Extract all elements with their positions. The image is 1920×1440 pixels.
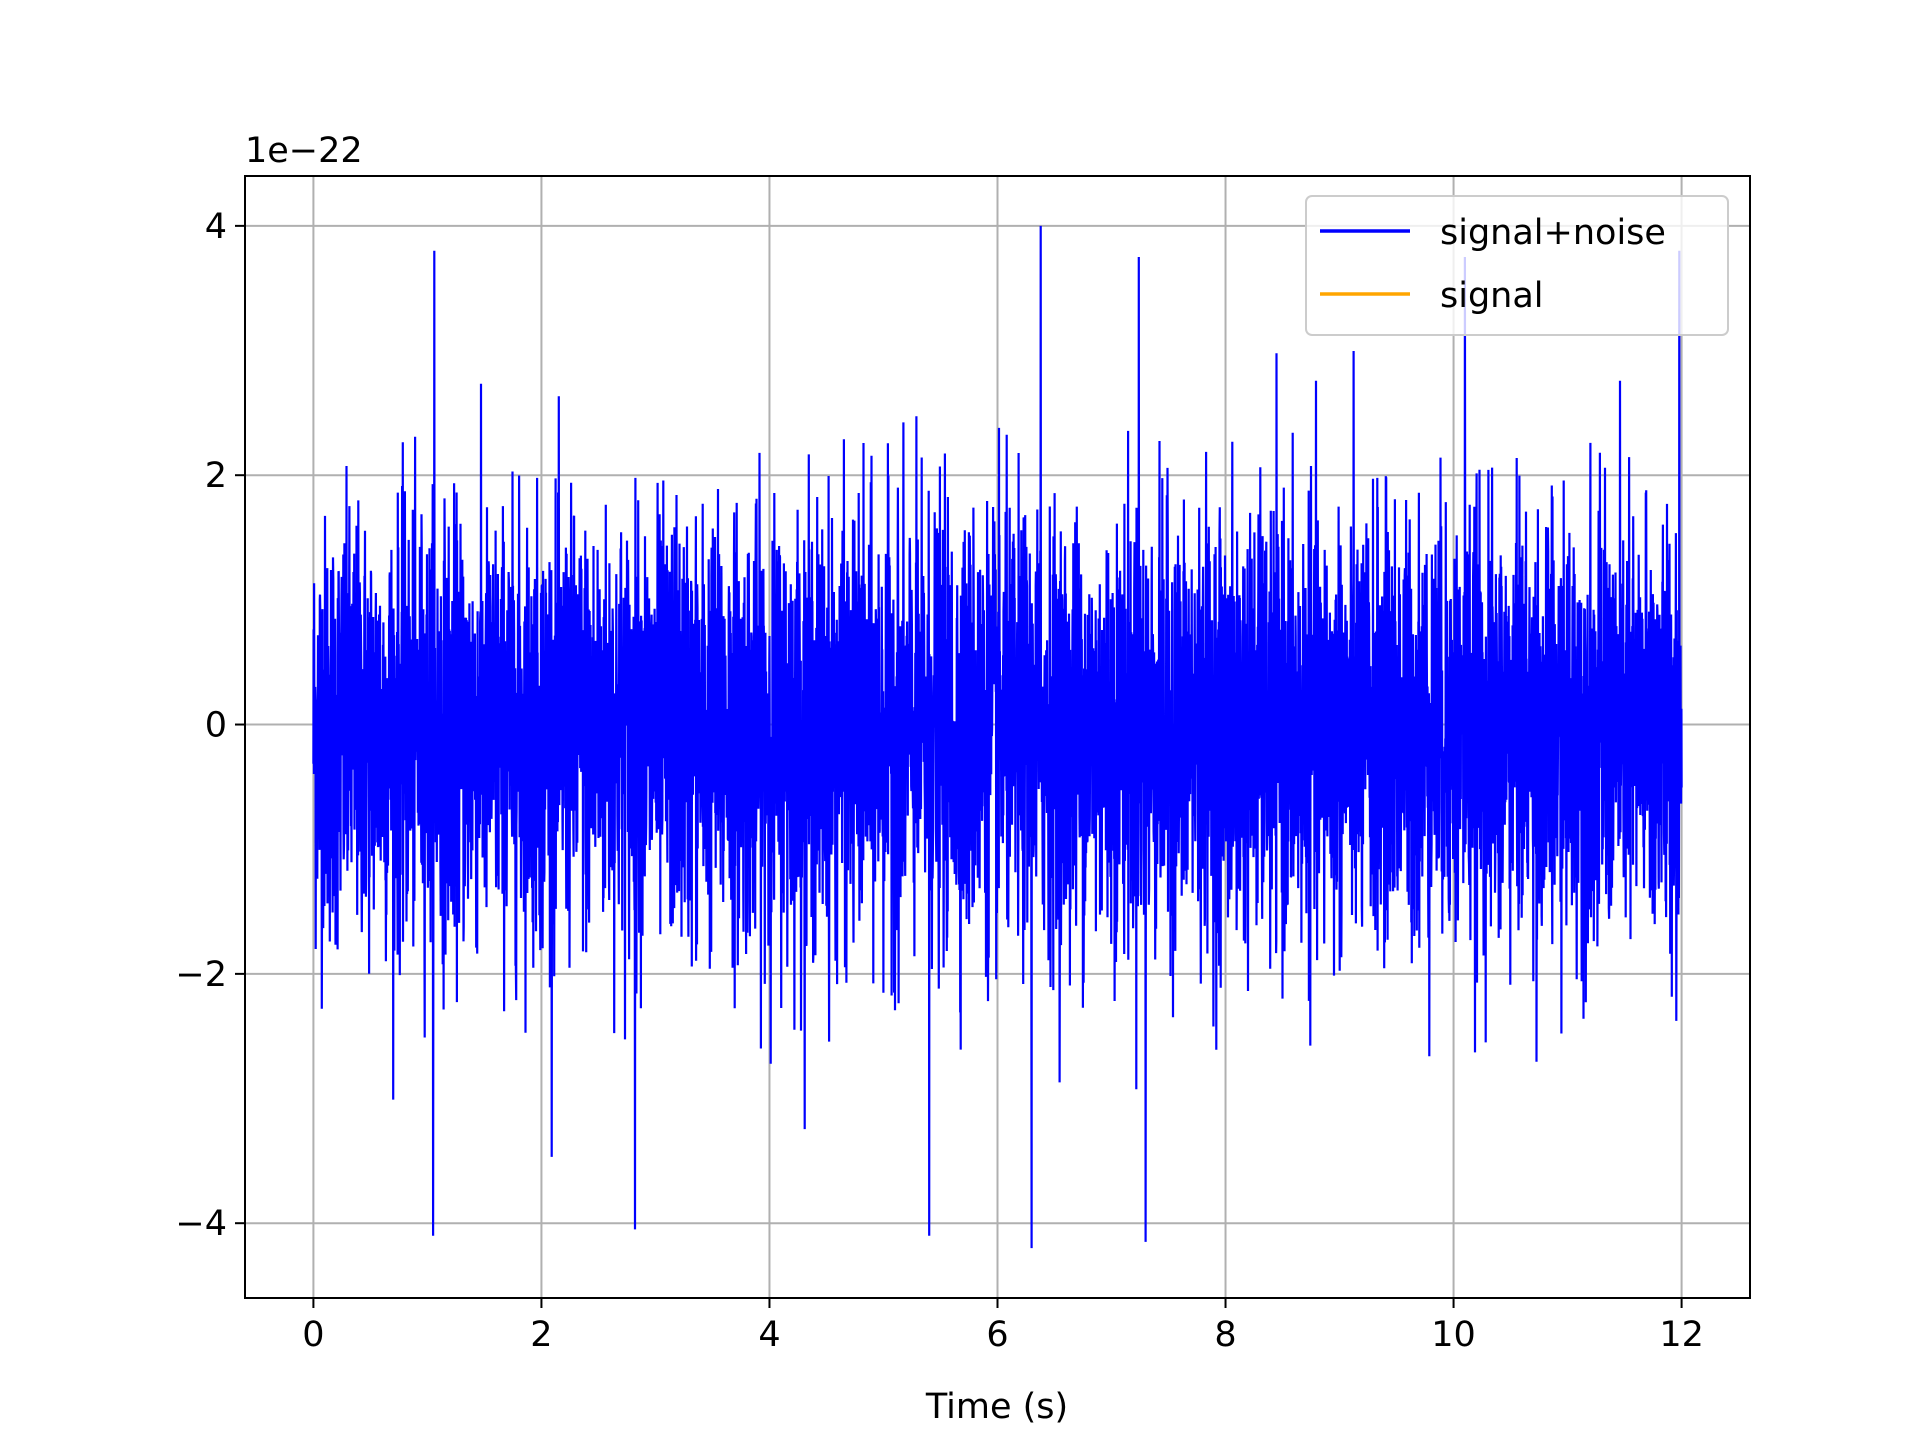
x-tick-label: 12 [1659, 1315, 1704, 1355]
x-tick-label: 10 [1431, 1315, 1476, 1355]
x-tick-label: 0 [302, 1315, 324, 1355]
legend-label-signal: signal [1440, 276, 1544, 316]
y-tick-label: 0 [205, 706, 227, 746]
series-line-signal-noise [312, 225, 1683, 1249]
y-tick-label: −4 [175, 1204, 227, 1244]
y-tick-label: 4 [205, 207, 227, 247]
y-offset-label: 1e−22 [245, 131, 363, 171]
x-axis-label: Time (s) [925, 1387, 1068, 1427]
legend-box [1305, 195, 1729, 336]
legend: signal+noise signal [1305, 195, 1729, 336]
legend-label-signal-noise: signal+noise [1440, 213, 1666, 253]
x-tick-label: 2 [530, 1315, 552, 1355]
x-tick-label: 8 [1214, 1315, 1236, 1355]
y-tick-label: 2 [205, 456, 227, 496]
x-tick-label: 4 [758, 1315, 780, 1355]
y-tick-label: −2 [175, 955, 227, 995]
x-axis-ticks: 0 2 4 6 8 10 12 [302, 1298, 1704, 1355]
x-tick-label: 6 [986, 1315, 1008, 1355]
series-lines [312, 225, 1683, 1249]
y-axis-ticks: −4 −2 0 2 4 [175, 207, 245, 1244]
